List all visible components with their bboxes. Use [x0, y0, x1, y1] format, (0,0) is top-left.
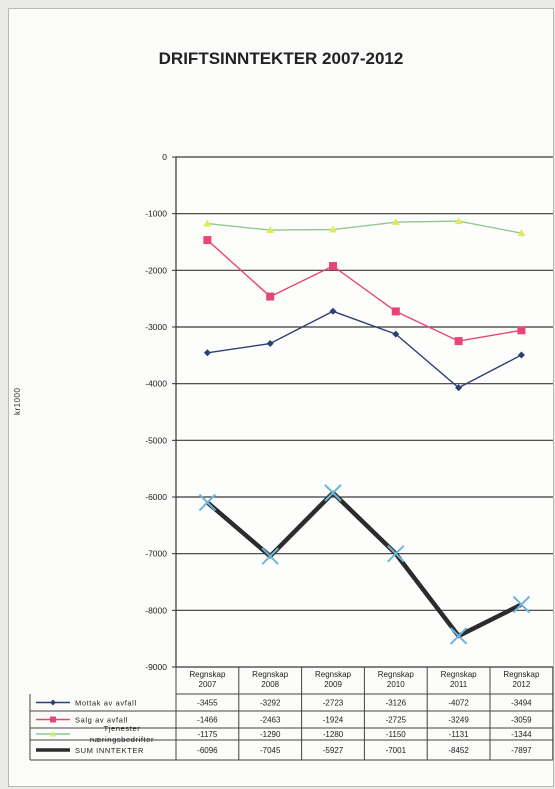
data-point — [203, 349, 211, 357]
y-tick-label: -7000 — [145, 549, 167, 559]
series-line-2 — [206, 239, 522, 342]
category-label: 2008 — [261, 680, 279, 689]
y-tick-label: -6000 — [145, 492, 167, 502]
y-tick-label: -5000 — [145, 435, 167, 445]
y-tick-label: -9000 — [145, 662, 167, 672]
series-line-4 — [205, 490, 523, 639]
data-point — [517, 229, 526, 237]
data-label: -8452 — [448, 746, 469, 755]
series-line-3 — [207, 220, 522, 234]
data-label: -3494 — [511, 699, 532, 708]
category-label: Regnskap — [252, 670, 289, 679]
legend-marker — [50, 716, 56, 723]
data-point — [329, 307, 337, 315]
data-label: -1924 — [323, 716, 344, 725]
data-point — [203, 219, 212, 227]
category-label: 2009 — [324, 680, 342, 689]
data-point — [391, 218, 400, 226]
data-label: -1175 — [197, 730, 217, 739]
data-label: -1466 — [197, 716, 218, 725]
data-point — [449, 627, 468, 645]
legend-label: næringsbedrifter — [90, 735, 154, 744]
plot-area — [176, 157, 553, 667]
series-line-1 — [207, 310, 522, 389]
y-tick-label: -8000 — [145, 605, 167, 615]
data-point — [454, 337, 463, 346]
data-point — [266, 226, 275, 234]
data-point — [391, 307, 400, 316]
data-label: -5927 — [323, 746, 344, 755]
legend-label: Mottak av avfall — [75, 699, 137, 708]
data-point — [517, 351, 525, 359]
data-label: -1344 — [511, 730, 532, 739]
category-label: Regnskap — [378, 670, 415, 679]
category-label: Regnskap — [189, 670, 226, 679]
category-label: 2012 — [513, 680, 531, 689]
data-label: -6096 — [197, 746, 218, 755]
data-point — [329, 225, 337, 233]
chart-title: DRIFTSINNTEKTER 2007-2012 — [158, 49, 404, 68]
legend-label: Salg av avfall — [75, 716, 128, 725]
y-tick-label: -3000 — [145, 322, 167, 332]
data-label: -2463 — [260, 716, 281, 725]
category-label: Regnskap — [503, 670, 540, 679]
data-label: -1150 — [386, 730, 406, 739]
data-label: -3059 — [511, 716, 532, 725]
data-label: -7001 — [386, 746, 407, 755]
category-label: Regnskap — [315, 670, 352, 679]
data-point — [203, 236, 212, 245]
category-label: 2010 — [387, 680, 405, 689]
y-tick-label: -2000 — [145, 265, 167, 275]
legend-label: Tjenester — [104, 724, 141, 733]
data-label: -3126 — [386, 699, 407, 708]
legend-marker — [50, 699, 56, 706]
category-label: 2007 — [199, 680, 217, 689]
legend-label: SUM INNTEKTER — [75, 746, 144, 755]
y-tick-label: -1000 — [145, 209, 167, 219]
data-point — [329, 262, 337, 271]
y-tick-label: 0 — [162, 152, 167, 162]
data-label: -7897 — [511, 746, 532, 755]
data-point — [392, 330, 400, 338]
data-label: -2725 — [386, 716, 407, 725]
y-tick-label: -4000 — [145, 379, 167, 389]
data-point — [387, 545, 405, 563]
data-point — [455, 384, 463, 392]
data-label: -3292 — [260, 699, 281, 708]
data-point — [266, 292, 275, 301]
data-label: -3249 — [448, 716, 469, 725]
data-label: -4072 — [448, 699, 469, 708]
data-point — [198, 493, 217, 512]
data-point — [517, 326, 526, 335]
category-label: Regnskap — [441, 670, 478, 679]
data-point — [324, 484, 342, 502]
category-label: 2011 — [450, 680, 468, 689]
data-label: -2723 — [323, 699, 344, 708]
data-label: -7045 — [260, 746, 281, 755]
data-label: -1290 — [260, 730, 281, 739]
data-label: -1280 — [323, 730, 344, 739]
data-point — [266, 340, 274, 348]
data-label: -3455 — [197, 699, 218, 708]
legend-marker — [50, 731, 56, 737]
data-point — [512, 595, 531, 614]
data-point — [261, 547, 279, 565]
data-point — [454, 217, 463, 225]
data-label: -1131 — [449, 730, 469, 739]
